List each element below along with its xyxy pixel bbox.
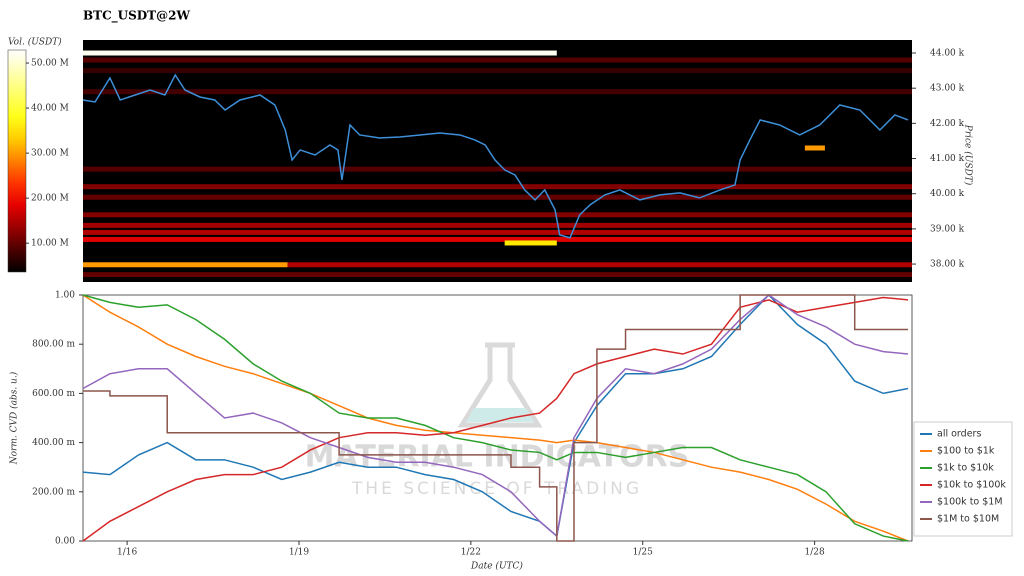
y-tick-label: 38.00 k (930, 260, 965, 270)
legend-label: all orders (937, 429, 981, 440)
y-tick-label: 0.00 (55, 537, 75, 547)
price-line (82, 73, 909, 239)
volume-band (287, 262, 912, 268)
watermark-subtitle: THE SCIENCE OF TRADING (351, 479, 642, 499)
chart-title: BTC_USDT@2W (83, 9, 190, 24)
y-axis-label: Norm. CVD (abs. u.) (9, 371, 20, 465)
volume-band (504, 240, 557, 246)
watermark-liquid (466, 408, 534, 422)
cvd-line (82, 296, 909, 542)
y-tick-label: 1.00 (55, 291, 75, 301)
y-tick-label: 39.00 k (930, 224, 965, 234)
volume-band (83, 194, 912, 200)
volume-band (83, 184, 912, 190)
volume-band (83, 68, 912, 74)
y-tick-label: 400.00 m (32, 438, 75, 448)
cvd-line (82, 294, 909, 542)
y-tick-label: 200.00 m (32, 487, 75, 497)
legend-label: $1k to $10k (937, 463, 994, 474)
y-tick-label: 40.00 k (930, 189, 965, 199)
colorbar-tick-label: 10.00 M (31, 239, 69, 249)
legend-label: $10k to $100k (937, 480, 1006, 491)
cvd-line (82, 294, 909, 542)
colorbar-label: Vol. (USDT) (8, 37, 62, 48)
legend-box (913, 421, 1013, 537)
colorbar-tick-label: 20.00 M (31, 194, 69, 204)
volume-band (83, 89, 912, 95)
volume-band (83, 262, 288, 268)
plot-frame (82, 294, 913, 542)
y-axis-label: Price (USDT) (963, 124, 974, 186)
legend-label: $1M to $10M (937, 514, 999, 525)
heatmap-background (83, 40, 912, 282)
volume-band (83, 236, 912, 242)
x-tick-label: 1/16 (117, 548, 137, 558)
colorbar-tick-label: 50.00 M (31, 59, 69, 69)
volume-band (83, 212, 912, 218)
y-tick-label: 44.00 k (930, 49, 965, 59)
y-tick-label: 600.00 m (32, 389, 75, 399)
volume-band (83, 166, 912, 172)
cvd-line (83, 294, 908, 542)
volume-band (83, 57, 912, 63)
x-tick-label: 1/19 (289, 548, 309, 558)
watermark-flask (457, 342, 543, 428)
colorbar-tick-label: 30.00 M (31, 149, 69, 159)
y-tick-label: 41.00 k (930, 154, 965, 164)
colorbar-tick-label: 40.00 M (31, 104, 69, 114)
x-tick-label: 1/25 (633, 548, 653, 558)
x-tick-label: 1/28 (804, 548, 824, 558)
volume-band (83, 229, 912, 235)
volume-band (83, 272, 912, 278)
y-tick-label: 43.00 k (930, 84, 965, 94)
volume-band (804, 145, 825, 151)
legend-label: $100k to $1M (937, 497, 1003, 508)
legend-label: $100 to $1k (937, 446, 995, 457)
volume-band (83, 50, 557, 56)
x-tick-label: 1/22 (461, 548, 481, 558)
colorbar (7, 49, 27, 273)
y-tick-label: 42.00 k (930, 119, 965, 129)
y-tick-label: 800.00 m (32, 340, 75, 350)
volume-band (83, 222, 912, 228)
x-axis-label: Date (UTC) (470, 561, 523, 572)
